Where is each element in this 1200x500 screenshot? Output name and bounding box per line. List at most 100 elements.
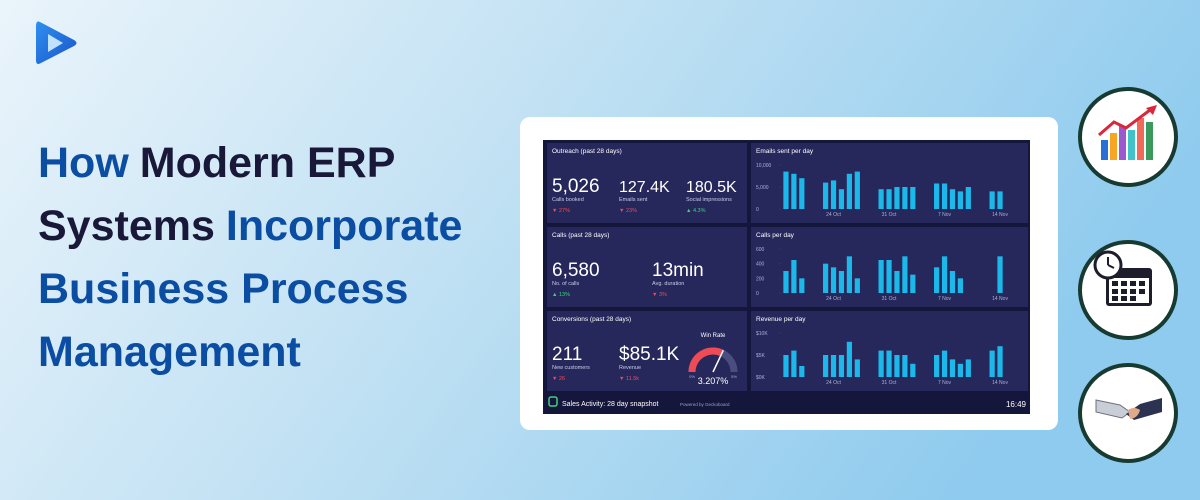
y-tick-label: 5,000 — [756, 185, 769, 191]
x-tick-label: 7 Nov — [938, 212, 952, 218]
gauge-title: Win Rate — [701, 333, 726, 339]
headline: How Modern ERP Systems Incorporate Business … — [38, 139, 462, 376]
bar — [846, 341, 852, 377]
metric-value: 5,026 — [552, 176, 600, 197]
metric-value: 180.5K — [686, 179, 737, 196]
bar — [934, 355, 940, 377]
bar — [799, 278, 805, 293]
bar — [997, 256, 1003, 293]
bar — [941, 183, 948, 209]
y-tick-label: $5K — [756, 353, 766, 359]
y-tick-label: $0K — [756, 375, 766, 381]
metric-value: $85.1K — [619, 344, 680, 365]
y-tick-label: $10K — [756, 331, 768, 337]
bar — [949, 271, 956, 293]
bar — [783, 171, 789, 209]
bar — [838, 271, 845, 293]
bar — [838, 189, 845, 209]
metric-delta: ▼ 3% — [652, 292, 667, 298]
y-tick-label: 0 — [756, 291, 759, 297]
bar — [830, 267, 837, 293]
bar — [854, 278, 860, 293]
bar — [886, 189, 892, 209]
y-tick-label: 200 — [756, 276, 765, 282]
metric-label: Revenue — [619, 365, 641, 371]
bar — [854, 171, 860, 209]
bar — [957, 278, 963, 293]
bar — [783, 271, 789, 293]
bar — [830, 355, 837, 377]
bar — [910, 187, 916, 209]
bar — [941, 350, 948, 377]
bar — [965, 187, 971, 209]
x-tick-label: 14 Nov — [992, 380, 1008, 386]
bar — [886, 260, 892, 293]
icon-handshake — [1078, 363, 1178, 463]
bar — [894, 271, 900, 293]
bar — [902, 355, 908, 377]
bar — [823, 182, 829, 209]
bar — [854, 359, 860, 377]
bar — [902, 256, 908, 293]
y-tick-label: 400 — [756, 262, 765, 268]
panel-title: Calls (past 28 days) — [552, 232, 609, 239]
metric-value: 13min — [652, 260, 704, 281]
headline-segment: How — [38, 139, 129, 187]
metric-label: Avg. duration — [652, 281, 684, 287]
panels — [547, 143, 1028, 391]
bar — [894, 355, 900, 377]
bar — [791, 350, 797, 377]
x-tick-label: 7 Nov — [938, 296, 952, 302]
headline-line: Systems Incorporate — [38, 202, 462, 250]
panel — [547, 143, 747, 223]
x-tick-label: 14 Nov — [992, 212, 1008, 218]
bar — [910, 363, 916, 377]
logo — [36, 21, 77, 64]
bar — [799, 178, 805, 209]
headline-line: How Modern ERP — [38, 139, 395, 187]
headline-line: Business Process — [38, 265, 408, 313]
x-tick-label: 31 Oct — [882, 380, 897, 386]
chart-title: Emails sent per day — [756, 148, 814, 155]
bar — [949, 359, 956, 377]
bar — [949, 189, 956, 209]
bar — [838, 355, 845, 377]
bar — [823, 263, 829, 293]
headline-line: Management — [38, 328, 301, 376]
footer-icon — [548, 396, 558, 407]
y-tick-label: 0 — [756, 207, 759, 213]
gauge-fill — [688, 347, 724, 373]
panel-title: Outreach (past 28 days) — [552, 148, 622, 155]
metric-label: Emails sent — [619, 197, 648, 203]
bar — [957, 363, 963, 377]
footer-time: 16:49 — [1006, 400, 1027, 409]
headline-segment: Business Process — [38, 265, 408, 313]
icon-calendar — [1078, 240, 1178, 340]
bar — [791, 260, 797, 293]
panel — [751, 143, 1028, 223]
chart-title: Revenue per day — [756, 316, 806, 323]
bar — [965, 359, 971, 377]
bar — [910, 274, 916, 293]
bar — [934, 183, 940, 209]
metric-delta: ▼ 26 — [552, 376, 565, 382]
panel-title: Conversions (past 28 days) — [552, 316, 631, 323]
gauge-needle — [712, 350, 724, 373]
panel — [547, 227, 747, 307]
bar — [997, 191, 1003, 209]
bar — [934, 267, 940, 293]
footer-powered: Powered by Geckoboard — [680, 402, 730, 407]
x-tick-label: 31 Oct — [882, 212, 897, 218]
bar — [997, 346, 1003, 377]
bar — [941, 256, 948, 293]
x-tick-label: 14 Nov — [992, 296, 1008, 302]
x-tick-label: 7 Nov — [938, 380, 952, 386]
bar — [886, 350, 892, 377]
headline-segment: Incorporate — [226, 202, 463, 250]
y-tick-label: 10,000 — [756, 163, 772, 169]
x-tick-label: 31 Oct — [882, 296, 897, 302]
x-tick-label: 24 Oct — [826, 212, 841, 218]
bar — [878, 350, 884, 377]
